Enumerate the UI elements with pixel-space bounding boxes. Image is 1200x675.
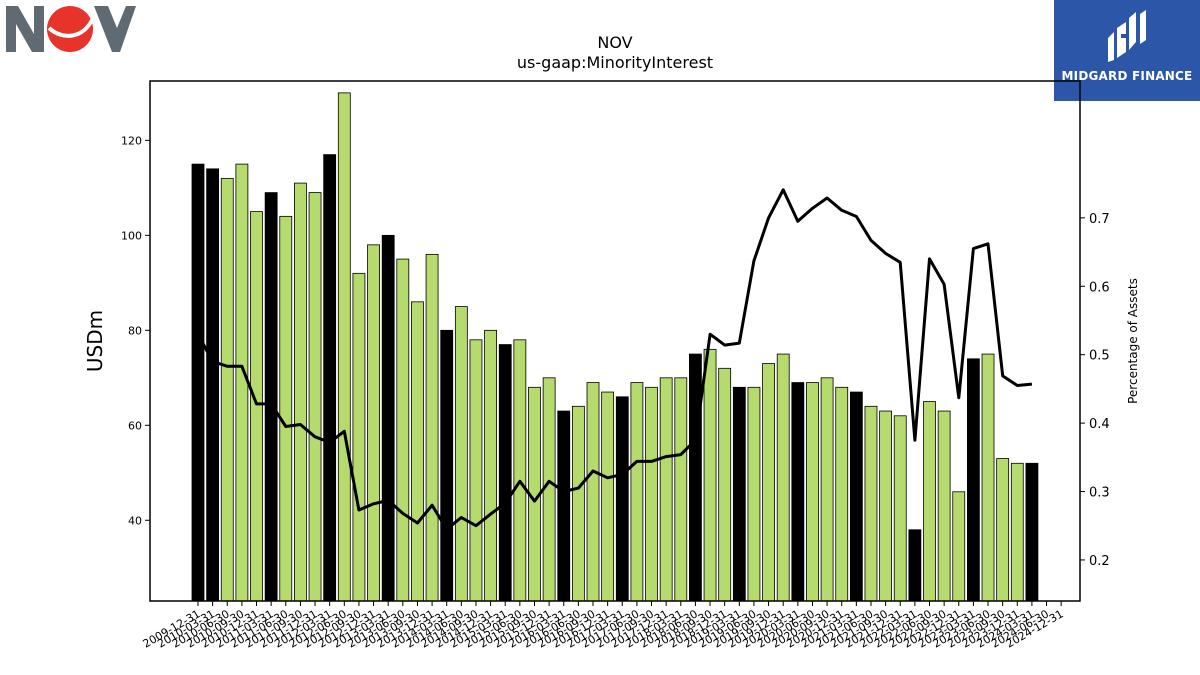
chart-subtitle: us-gaap:MinorityInterest xyxy=(517,53,713,72)
bar xyxy=(1010,462,1024,602)
bar xyxy=(893,415,907,602)
bar xyxy=(294,182,307,602)
bar xyxy=(279,215,293,602)
bar xyxy=(337,92,351,602)
bar xyxy=(937,410,951,602)
midgard-finance-logo: MIDGARD FINANCE xyxy=(1054,0,1200,101)
bar xyxy=(996,458,1010,602)
bar xyxy=(966,358,980,602)
bar xyxy=(835,386,849,602)
bar xyxy=(352,272,366,602)
bar xyxy=(308,192,322,602)
x-axis-ticks: 2009-12-312010-03-312010-06-302010-09-30… xyxy=(141,601,1066,651)
y-axis-label: USDm xyxy=(83,310,107,372)
bar xyxy=(630,382,644,602)
right-tick-label: 0.6 xyxy=(1089,280,1110,295)
right-axis-label: Percentage of Assets xyxy=(1126,278,1140,404)
right-tick-label: 0.7 xyxy=(1089,212,1110,227)
left-tick-label: 60 xyxy=(128,419,142,432)
bar xyxy=(718,367,732,602)
bar xyxy=(703,348,717,602)
bar xyxy=(879,410,893,602)
bar xyxy=(396,258,410,602)
bar xyxy=(571,405,585,602)
bar xyxy=(762,363,775,602)
bar xyxy=(454,306,468,602)
chart-title: NOV xyxy=(597,33,632,52)
bar xyxy=(235,163,249,602)
left-tick-label: 80 xyxy=(128,324,142,337)
bar xyxy=(367,244,380,602)
bar xyxy=(513,339,527,602)
bar xyxy=(615,396,629,602)
right-tick-label: 0.2 xyxy=(1089,554,1110,569)
nov-logo xyxy=(4,4,136,56)
bar xyxy=(645,386,658,602)
bar xyxy=(981,353,995,602)
bar xyxy=(659,377,673,602)
bar xyxy=(849,391,863,602)
bar xyxy=(411,301,424,602)
bar xyxy=(689,353,702,602)
bar xyxy=(498,344,512,602)
bar xyxy=(440,329,454,602)
bar xyxy=(1025,462,1039,602)
midgard-finance-wordmark: MIDGARD FINANCE xyxy=(1061,69,1193,83)
plot-frame xyxy=(149,80,1081,602)
bar xyxy=(908,529,922,602)
bar xyxy=(674,377,688,602)
bar xyxy=(747,386,761,602)
right-tick-label: 0.3 xyxy=(1089,486,1110,501)
bar xyxy=(806,382,819,602)
bar xyxy=(469,339,483,602)
bar xyxy=(206,168,220,602)
bar xyxy=(264,192,278,602)
bar xyxy=(586,382,600,602)
bar-group xyxy=(191,92,1039,602)
bar xyxy=(323,154,337,602)
right-tick-label: 0.4 xyxy=(1089,417,1110,432)
left-axis-ticks: 40 60 80 100 120 xyxy=(121,134,150,527)
bar xyxy=(791,382,805,602)
bar xyxy=(601,391,615,602)
bar xyxy=(191,163,205,602)
right-tick-label: 0.5 xyxy=(1089,349,1110,364)
bar xyxy=(220,177,234,602)
percentage-line xyxy=(196,188,1033,531)
bar xyxy=(732,386,746,602)
bar xyxy=(557,410,571,602)
left-tick-label: 120 xyxy=(121,134,142,147)
bar xyxy=(952,491,966,602)
left-tick-label: 100 xyxy=(121,229,142,242)
right-axis-ticks: 0.2 0.3 0.4 0.5 0.6 0.7 xyxy=(1080,212,1110,569)
bar xyxy=(820,377,834,602)
bar xyxy=(923,401,936,602)
bar xyxy=(425,253,439,602)
left-tick-label: 40 xyxy=(128,514,142,527)
bar xyxy=(484,329,498,602)
bar xyxy=(381,234,395,602)
bar xyxy=(250,211,263,602)
bar xyxy=(776,353,790,602)
bar xyxy=(864,405,878,602)
